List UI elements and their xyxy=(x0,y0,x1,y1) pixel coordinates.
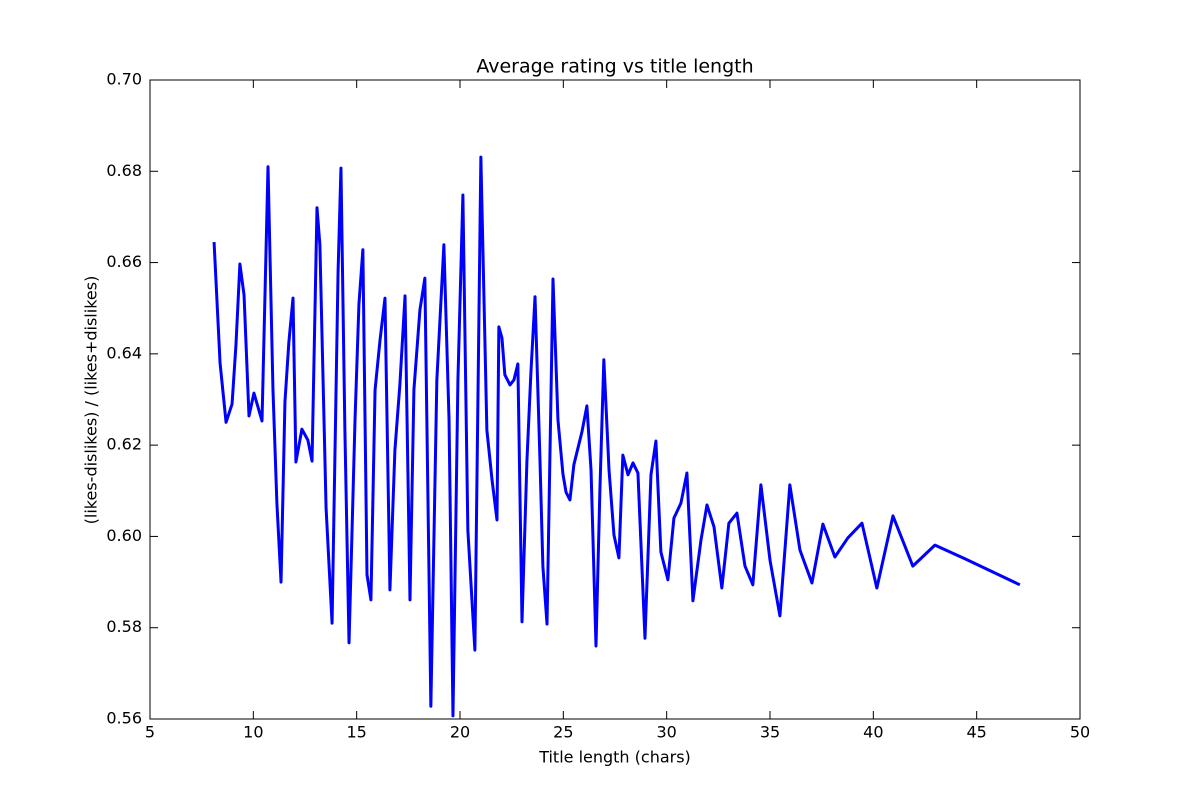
data-line xyxy=(212,155,1021,718)
plot-frame xyxy=(149,79,1081,720)
x-tick-label: 15 xyxy=(346,723,366,742)
y-tick-label: 0.64 xyxy=(106,343,142,362)
x-tick-label: 50 xyxy=(1070,723,1090,742)
x-tick-label: 30 xyxy=(656,723,676,742)
x-tick-label: 45 xyxy=(966,723,986,742)
y-tick-label: 0.62 xyxy=(106,435,142,454)
chart-title: Average rating vs title length xyxy=(476,56,753,78)
x-tick-label: 20 xyxy=(450,723,470,742)
y-tick-label: 0.60 xyxy=(106,526,142,545)
x-tick-label: 35 xyxy=(760,723,780,742)
y-tick-label: 0.56 xyxy=(106,709,142,728)
y-tick-label: 0.70 xyxy=(106,70,142,89)
x-tick-label: 5 xyxy=(145,723,155,742)
x-axis-label: Title length (chars) xyxy=(538,748,691,767)
x-tick-label: 10 xyxy=(243,723,263,742)
y-tick-label: 0.66 xyxy=(106,252,142,271)
y-tick-label: 0.58 xyxy=(106,617,142,636)
y-axis-label: (likes-dislikes) / (likes+dislikes) xyxy=(82,276,101,525)
y-tick-label: 0.68 xyxy=(106,161,142,180)
x-tick-label: 40 xyxy=(863,723,883,742)
x-tick-label: 25 xyxy=(553,723,573,742)
